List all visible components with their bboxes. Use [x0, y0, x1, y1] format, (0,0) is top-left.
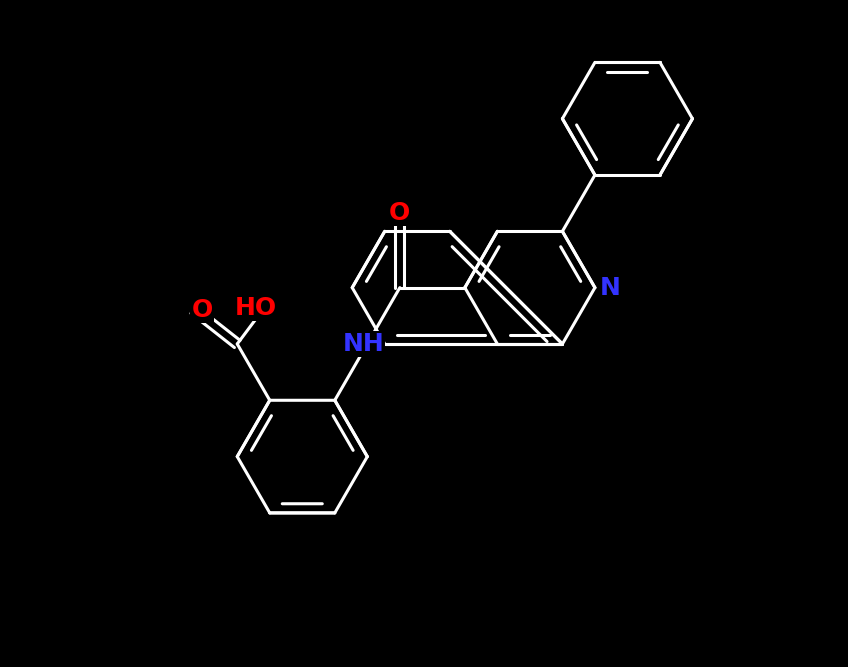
- Text: NH: NH: [343, 332, 384, 356]
- Text: O: O: [389, 201, 410, 225]
- Text: O: O: [192, 297, 213, 321]
- Text: N: N: [600, 275, 621, 299]
- Text: HO: HO: [234, 296, 276, 320]
